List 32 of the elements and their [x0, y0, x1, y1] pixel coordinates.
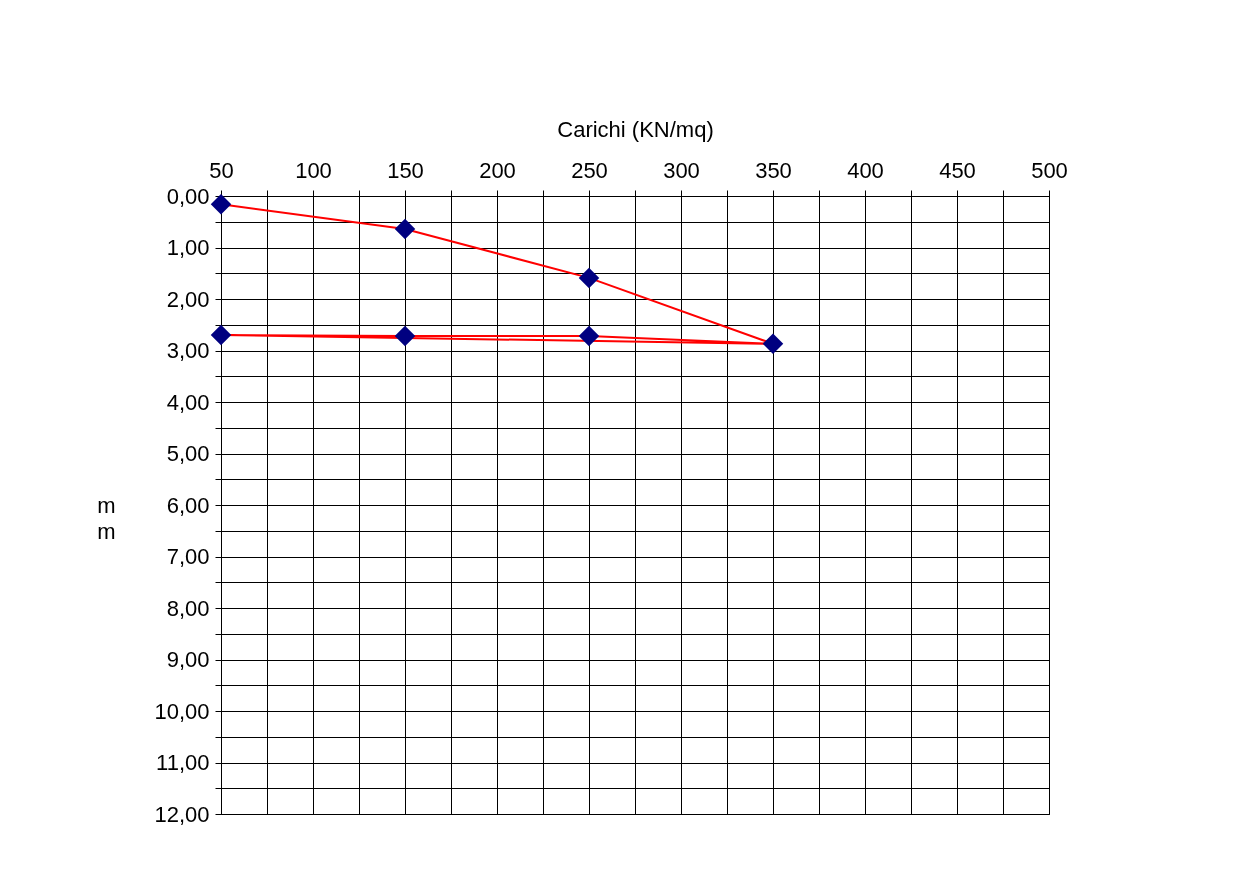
y-tick-label: 3,00 [166, 338, 210, 363]
y-axis-title: mm [97, 492, 116, 544]
y-tick-label: 4,00 [166, 389, 210, 415]
y-tick-label: 5,00 [166, 441, 210, 466]
y-tick-label: 9,00 [166, 647, 210, 672]
x-tick-label: 400 [847, 157, 884, 183]
x-tick-label: 50 [209, 157, 234, 183]
point [210, 324, 232, 346]
y-tick-label: 12,00 [154, 801, 210, 827]
y-tick-label: 8,00 [166, 595, 210, 621]
y-tick-label: 2,00 [166, 286, 210, 312]
y-tick-label: 7,00 [166, 544, 210, 569]
point [394, 325, 416, 347]
x-tick-label: 450 [939, 157, 976, 183]
y-tick-label: 1,00 [166, 235, 210, 260]
y-tick-label: 10,00 [154, 698, 210, 724]
x-tick-label: 100 [295, 157, 332, 183]
y-tick-label: 0,00 [166, 183, 210, 209]
point [578, 325, 600, 347]
x-tick-label: 150 [387, 157, 424, 183]
point [394, 218, 416, 240]
point [578, 267, 600, 289]
x-axis-title: Carichi (KN/mq) [557, 116, 714, 142]
y-tick-label: 6,00 [166, 492, 210, 518]
x-tick-label: 250 [571, 157, 608, 183]
point [210, 193, 232, 215]
x-tick-label: 200 [479, 157, 516, 183]
x-tick-label: 300 [663, 157, 700, 183]
x-tick-label: 350 [755, 157, 792, 183]
point [762, 333, 784, 355]
y-tick-label: 11,00 [156, 750, 210, 775]
x-tick-label: 500 [1031, 157, 1068, 183]
